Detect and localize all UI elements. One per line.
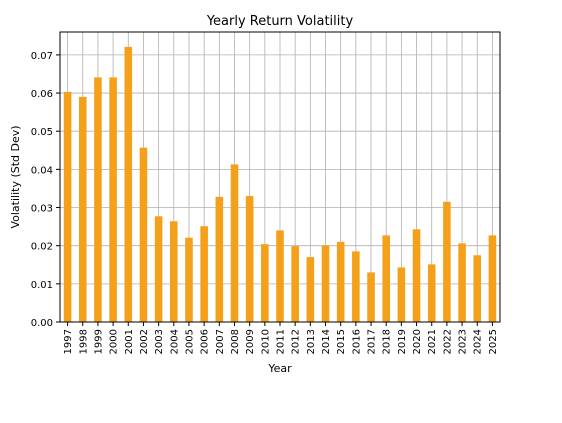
- bar-2003: [154, 216, 163, 322]
- x-tick-label: 2017: [367, 329, 378, 354]
- y-tick-label: 0.03: [31, 204, 53, 215]
- x-tick-label: 2010: [260, 329, 271, 354]
- x-tick-label: 2011: [276, 329, 287, 354]
- x-tick-label: 2025: [488, 329, 499, 354]
- bar-2025: [488, 235, 497, 322]
- x-tick-label: 2003: [154, 329, 165, 354]
- bar-2001: [124, 46, 133, 322]
- bar-2024: [473, 255, 482, 322]
- bar-2009: [245, 196, 254, 322]
- bar-2005: [185, 237, 193, 322]
- x-tick-label: 2013: [306, 329, 317, 354]
- y-tick-label: 0.07: [31, 51, 53, 62]
- x-tick-label: 2016: [351, 329, 362, 354]
- x-tick-label: 2002: [139, 329, 150, 354]
- y-tick-label: 0.06: [31, 89, 53, 100]
- bar-2008: [230, 164, 239, 322]
- x-tick-label: 2007: [215, 329, 226, 354]
- bar-2019: [397, 267, 406, 322]
- bar-2022: [443, 201, 451, 322]
- bar-2021: [427, 264, 436, 322]
- y-tick-label: 0.05: [31, 127, 53, 138]
- bar-2002: [139, 147, 148, 322]
- y-tick-label: 0.04: [31, 165, 53, 176]
- x-tick-label: 2021: [427, 329, 438, 354]
- bar-1998: [78, 96, 87, 322]
- bar-series: [63, 46, 497, 322]
- y-axis: 0.00 0.01 0.02 0.03 0.04 0.05 0.06 0.07: [31, 51, 60, 329]
- bar-2010: [261, 244, 269, 322]
- bar-2000: [109, 77, 117, 322]
- bar-2007: [215, 196, 224, 322]
- x-tick-label: 2020: [412, 329, 423, 354]
- x-tick-label: 2004: [169, 329, 180, 354]
- x-axis-label: Year: [267, 362, 292, 375]
- x-tick-label: 2023: [458, 329, 469, 354]
- x-tick-label: 2014: [321, 329, 332, 354]
- x-tick-label: 2001: [124, 329, 135, 354]
- x-tick-label: 2008: [230, 329, 241, 354]
- x-tick-label: 2006: [200, 329, 211, 354]
- x-tick-label: 2019: [397, 329, 408, 354]
- x-tick-label: 2000: [109, 329, 120, 354]
- bar-2020: [412, 229, 421, 322]
- bar-1999: [94, 77, 102, 322]
- x-tick-label: 2015: [336, 329, 347, 354]
- x-tick-label: 1998: [78, 329, 89, 354]
- y-axis-label: Volatility (Std Dev): [9, 125, 22, 228]
- x-tick-label: 2005: [184, 329, 195, 354]
- bar-2011: [276, 230, 284, 322]
- y-tick-label: 0.00: [31, 318, 53, 329]
- x-tick-label: 2009: [245, 329, 256, 354]
- bar-2012: [291, 246, 299, 322]
- y-tick-label: 0.01: [31, 280, 53, 291]
- bar-2013: [306, 257, 315, 322]
- bar-2014: [321, 245, 330, 322]
- bar-2018: [382, 235, 390, 322]
- bar-2016: [352, 251, 360, 322]
- x-axis: 1997 1998 1999 2000 2001 2002 2003 2004 2005 2006…: [63, 322, 499, 354]
- bar-1997: [63, 91, 72, 322]
- bar-2006: [200, 226, 208, 322]
- x-tick-label: 1999: [93, 329, 104, 354]
- bar-2017: [367, 272, 375, 322]
- x-tick-label: 2024: [473, 329, 484, 354]
- y-tick-label: 0.02: [31, 242, 53, 253]
- chart-title: Yearly Return Volatility: [206, 14, 354, 29]
- bar-2004: [170, 221, 178, 322]
- bar-2015: [336, 241, 345, 322]
- x-tick-label: 2022: [442, 329, 453, 354]
- bar-2023: [458, 243, 466, 322]
- x-tick-label: 2018: [382, 329, 393, 354]
- x-tick-label: 1997: [63, 329, 74, 354]
- x-tick-label: 2012: [291, 329, 302, 354]
